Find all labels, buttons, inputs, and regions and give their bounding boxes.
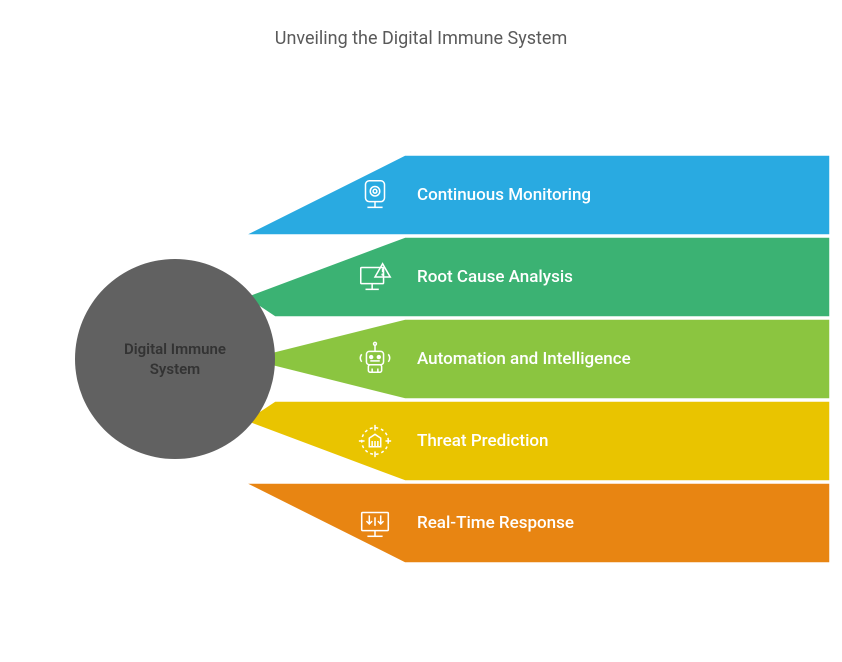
screen-alert-icon: [355, 257, 395, 297]
branch-1: Root Cause Analysis: [245, 237, 830, 317]
diagram-container: Continuous Monitoring Root Cause Analysi…: [0, 79, 842, 639]
branch-label: Real-Time Response: [417, 513, 574, 533]
robot-icon: [355, 339, 395, 379]
screen-download-icon: [355, 503, 395, 543]
branch-4: Real-Time Response: [245, 483, 830, 563]
branch-label: Continuous Monitoring: [417, 185, 591, 205]
branch-0: Continuous Monitoring: [245, 155, 830, 235]
branch-2: Automation and Intelligence: [245, 319, 830, 399]
hub-label: Digital Immune System: [124, 339, 226, 380]
page-title: Unveiling the Digital Immune System: [0, 0, 842, 49]
branch-label: Threat Prediction: [417, 431, 549, 451]
branch-label: Root Cause Analysis: [417, 267, 573, 287]
branch-3: Threat Prediction: [245, 401, 830, 481]
branch-label: Automation and Intelligence: [417, 349, 631, 369]
target-building-icon: [355, 421, 395, 461]
hub-circle: Digital Immune System: [75, 259, 275, 459]
monitor-camera-icon: [355, 175, 395, 215]
